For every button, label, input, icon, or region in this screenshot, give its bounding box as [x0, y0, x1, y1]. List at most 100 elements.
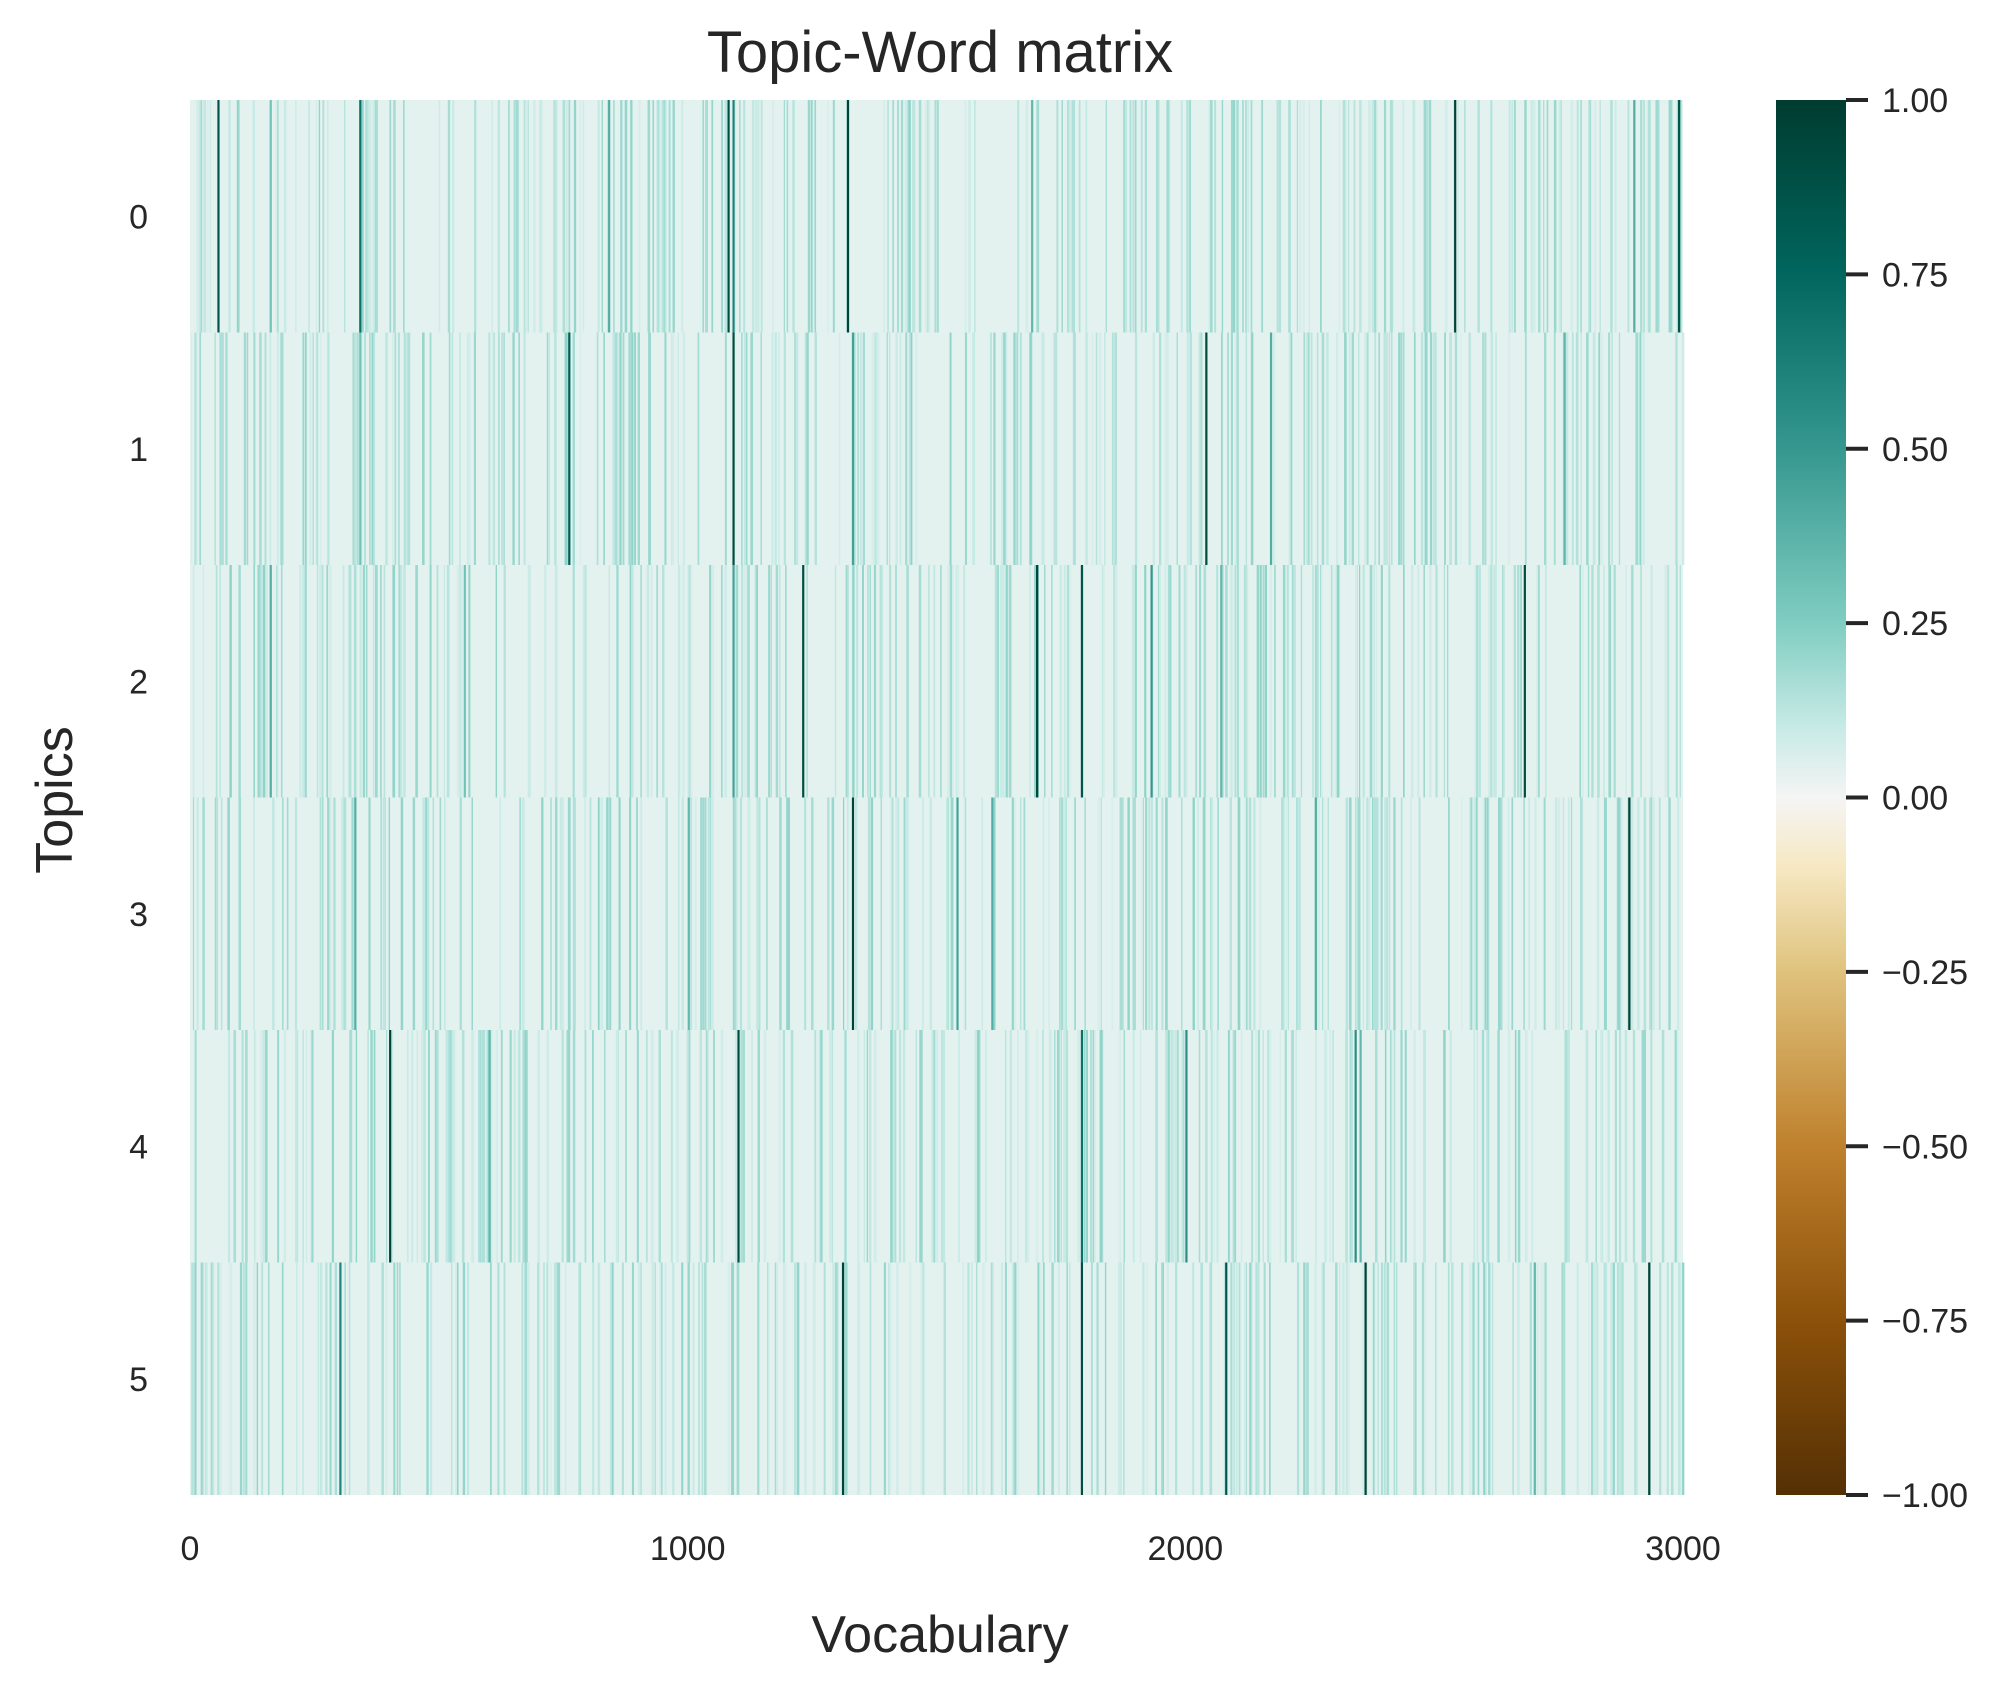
heatmap-cell: [631, 332, 634, 565]
heatmap-cell: [1236, 1262, 1238, 1495]
heatmap-cell: [1643, 1030, 1647, 1263]
heatmap-cell: [579, 100, 582, 333]
heatmap-cell: [503, 1262, 506, 1495]
heatmap-cell: [395, 332, 398, 565]
heatmap-cell: [1372, 797, 1374, 1030]
heatmap-cell: [1320, 565, 1323, 798]
heatmap-cell: [1001, 1262, 1003, 1495]
heatmap-cell: [1233, 1262, 1236, 1495]
heatmap-cell: [595, 332, 598, 565]
heatmap-cell: [1231, 100, 1234, 333]
heatmap-cell: [1061, 797, 1064, 1030]
heatmap-cell-strong: [463, 565, 466, 798]
heatmap-cell: [1134, 565, 1137, 798]
heatmap-cell: [1269, 1030, 1272, 1263]
heatmap-cell: [899, 1030, 902, 1263]
heatmap-cell: [474, 100, 477, 333]
heatmap-cell: [256, 1262, 259, 1495]
heatmap-cell: [1181, 1030, 1183, 1263]
heatmap-cell: [277, 1030, 280, 1263]
heatmap-cell: [220, 1262, 222, 1495]
heatmap-cell: [344, 1262, 346, 1495]
heatmap-cell: [734, 797, 737, 1030]
heatmap-cell: [1210, 797, 1212, 1030]
heatmap-cell: [1513, 100, 1516, 333]
heatmap-cell: [1125, 100, 1128, 333]
heatmap-cell: [1355, 565, 1358, 798]
heatmap-cell: [922, 797, 924, 1030]
heatmap-cell: [1517, 1030, 1521, 1263]
heatmap-cell: [238, 797, 242, 1030]
y-tick-label: 2: [129, 663, 148, 701]
heatmap-cell: [1529, 1262, 1532, 1495]
heatmap-cell: [919, 1030, 922, 1263]
heatmap-cell: [1524, 332, 1527, 565]
heatmap-cell: [1202, 797, 1206, 1030]
heatmap-cell: [786, 797, 789, 1030]
heatmap-cell: [582, 100, 585, 333]
heatmap-cell: [1404, 1030, 1406, 1263]
heatmap-cell: [488, 332, 491, 565]
heatmap-cell: [444, 797, 446, 1030]
heatmap-cell: [1085, 1030, 1089, 1263]
heatmap-cell: [1367, 797, 1371, 1030]
heatmap-cell: [823, 1262, 826, 1495]
heatmap-cell: [1579, 565, 1581, 798]
heatmap-cell: [1637, 332, 1640, 565]
heatmap-cell: [724, 565, 727, 798]
colorbar-tick-label: 0.25: [1882, 605, 1948, 643]
heatmap-cell: [526, 100, 528, 333]
heatmap-cell: [244, 1262, 248, 1495]
heatmap-cell: [523, 332, 526, 565]
heatmap-cell: [677, 565, 681, 798]
heatmap-cell: [1580, 797, 1582, 1030]
heatmap-cell: [1247, 100, 1250, 333]
heatmap-cell: [396, 1262, 399, 1495]
heatmap-cell: [1585, 1030, 1588, 1263]
heatmap-cell: [191, 1262, 194, 1495]
heatmap-cell: [1066, 100, 1070, 333]
heatmap-cell: [834, 1262, 838, 1495]
heatmap-cell: [422, 332, 425, 565]
heatmap-cell: [1016, 1030, 1019, 1263]
heatmap-cell: [519, 1030, 521, 1263]
heatmap-cell: [1056, 1030, 1060, 1263]
heatmap-cell: [1322, 797, 1326, 1030]
heatmap-cell: [282, 797, 284, 1030]
heatmap-cell: [1618, 797, 1621, 1030]
heatmap-cell: [1253, 797, 1256, 1030]
heatmap-cell: [952, 565, 954, 798]
heatmap-cell: [754, 565, 757, 798]
heatmap-cell: [333, 797, 336, 1030]
heatmap-cell: [1389, 100, 1393, 333]
heatmap-cell: [948, 332, 950, 565]
heatmap-cell: [1221, 100, 1224, 333]
heatmap-cell: [1596, 1262, 1599, 1495]
heatmap-cell: [1351, 332, 1354, 565]
heatmap-cell: [1448, 797, 1450, 1030]
heatmap-cell: [1642, 100, 1645, 333]
heatmap-cell: [1012, 1262, 1015, 1495]
heatmap-cell: [1097, 797, 1101, 1030]
heatmap-cell: [785, 565, 787, 798]
heatmap-cell: [902, 1030, 906, 1263]
heatmap-cell: [1042, 1262, 1045, 1495]
heatmap-cell: [1460, 332, 1462, 565]
heatmap-cell: [1029, 565, 1031, 798]
heatmap-cell: [616, 565, 619, 798]
heatmap-cell: [242, 1262, 246, 1495]
heatmap-cell: [1187, 332, 1191, 565]
heatmap-cell: [629, 797, 632, 1030]
heatmap-cell: [1428, 100, 1432, 333]
heatmap-cell: [845, 565, 848, 798]
heatmap-cell: [1400, 332, 1403, 565]
heatmap-cell: [1435, 565, 1438, 798]
heatmap-cell: [1473, 797, 1476, 1030]
heatmap-cell: [873, 1030, 877, 1263]
heatmap-cell: [474, 332, 476, 565]
heatmap-cell: [931, 1030, 934, 1263]
heatmap-cell: [348, 565, 352, 798]
heatmap-cell: [1216, 1030, 1219, 1263]
heatmap-cell: [1469, 797, 1473, 1030]
heatmap-cell: [951, 797, 954, 1030]
